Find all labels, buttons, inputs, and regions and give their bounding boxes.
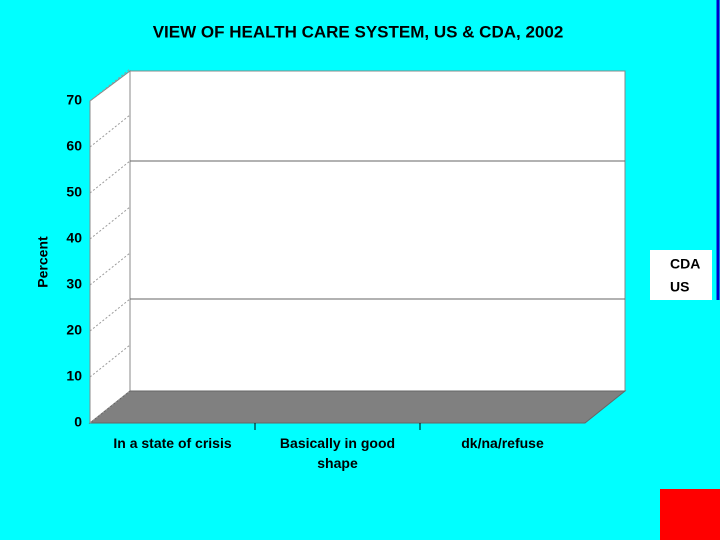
y-axis-title: Percent	[35, 236, 51, 288]
legend	[650, 250, 712, 300]
y-tick-label: 60	[66, 138, 82, 154]
grid-line	[89, 344, 131, 378]
y-tick-label: 10	[66, 368, 82, 384]
grid-line	[89, 206, 131, 240]
grid-line	[89, 390, 131, 424]
y-tick-label: 30	[66, 276, 82, 292]
legend-label: US	[670, 279, 689, 295]
y-tick-label: 70	[66, 92, 82, 108]
corner-decoration	[660, 489, 720, 540]
floor	[88, 390, 627, 424]
grid-line	[89, 114, 131, 148]
side-wall	[89, 70, 131, 425]
y-tick-label: 20	[66, 322, 82, 338]
back-wall	[129, 70, 626, 392]
grid-line	[89, 298, 131, 332]
y-tick-label: 50	[66, 184, 82, 200]
y-tick-label: 0	[74, 414, 82, 430]
x-tick-label: In a state of crisis	[113, 435, 232, 451]
grid-line	[89, 68, 131, 102]
legend-label: CDA	[670, 256, 700, 272]
y-tick-label: 40	[66, 230, 82, 246]
x-tick-label: Basically in good shape	[279, 435, 396, 471]
chart-title: VIEW OF HEALTH CARE SYSTEM, US & CDA, 20…	[153, 22, 564, 41]
grid-line	[89, 252, 131, 286]
grid-line	[89, 160, 131, 194]
x-tick-label: dk/na/refuse	[461, 435, 544, 451]
